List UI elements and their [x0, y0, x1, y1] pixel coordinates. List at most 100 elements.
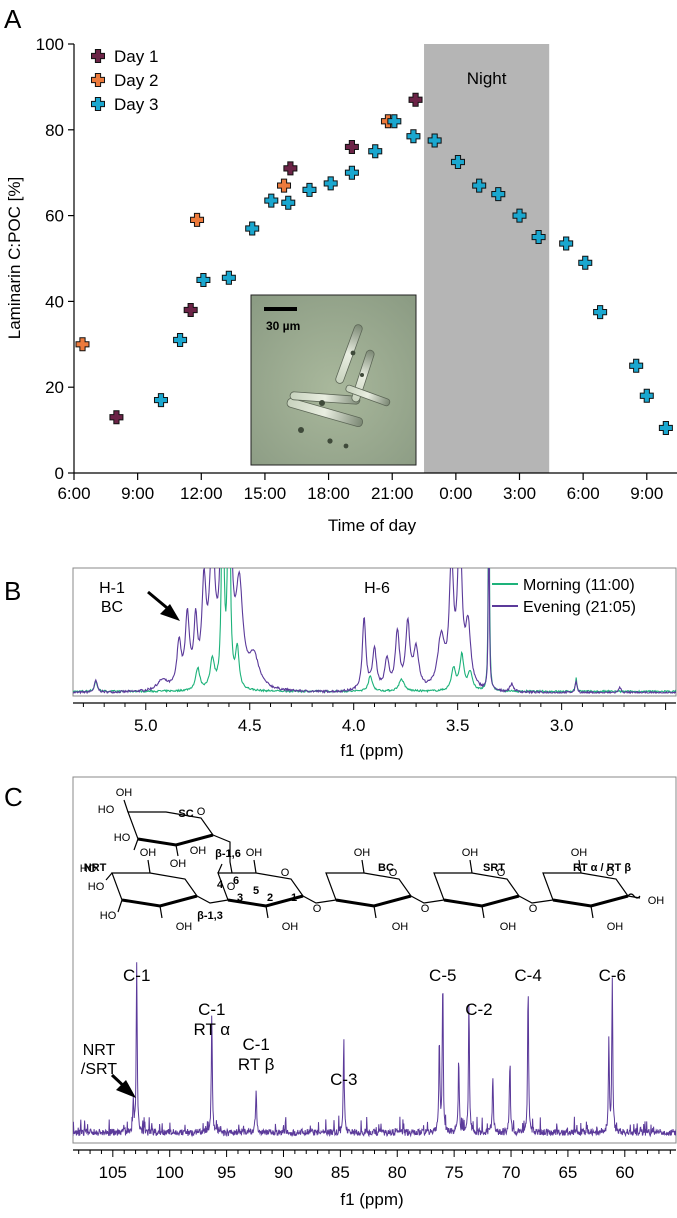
scale-bar: [264, 307, 297, 311]
struct-ho: HO: [88, 881, 105, 893]
struct-label-rt: RT α / RT β: [573, 862, 631, 874]
struct-oh: OH: [500, 921, 517, 933]
c-x-tick-label: 95: [217, 1163, 236, 1182]
struct-ho: HO: [80, 863, 97, 875]
c-x-tick-label: 80: [388, 1163, 407, 1182]
struct-label-bc: BC: [378, 862, 394, 874]
a-y-ticks: 0 20 40 60 80 100: [36, 35, 74, 483]
struct-o: O: [421, 903, 430, 915]
inset-frame: [250, 294, 417, 466]
marker-day-1: [183, 302, 198, 317]
a-x-tick-label: 9:00: [121, 484, 154, 503]
nrt-annotation: NRT: [83, 1042, 116, 1059]
marker-day-3: [387, 114, 402, 129]
struct-label-n3: 3: [237, 892, 243, 904]
struct-oh: OH: [140, 847, 157, 859]
marker-day-3: [639, 388, 654, 403]
struct-label-b16: β-1,6: [215, 848, 241, 860]
struct-o: O: [606, 867, 615, 879]
a-y-tick-label: 20: [45, 378, 64, 397]
a-data-points: [75, 92, 673, 435]
a-y-tick-label: 40: [45, 292, 64, 311]
struct-label-b13: β-1,3: [197, 910, 223, 922]
marker-day-1: [283, 161, 298, 176]
ring-sc-bold: [137, 833, 214, 847]
struct-label-n2: 2: [267, 892, 273, 904]
marker-day-3: [531, 230, 546, 245]
marker-day-3: [427, 133, 442, 148]
peak-label: C-6: [599, 966, 626, 985]
anomeric-wavy: [627, 893, 641, 899]
a-x-tick-label: 6:00: [567, 484, 600, 503]
marker-day-3: [368, 144, 383, 159]
panel-c-label: C: [4, 782, 23, 812]
struct-oh: OH: [190, 845, 207, 857]
legend-marker-3: [91, 97, 105, 111]
marker-day-3: [512, 208, 527, 223]
struct-label-n5: 5: [253, 885, 259, 897]
a-x-tick-label: 15:00: [244, 484, 287, 503]
marker-day-3: [629, 358, 644, 373]
marker-day-2: [75, 337, 90, 352]
link-b13-1: [196, 895, 229, 904]
marker-day-3: [173, 333, 188, 348]
struct-o: O: [281, 867, 290, 879]
marker-day-3: [281, 195, 296, 210]
panel-a-label: A: [4, 4, 22, 34]
marker-day-3: [153, 393, 168, 408]
struct-oh: OH: [392, 921, 409, 933]
b-x-tick-label: 4.5: [238, 716, 262, 735]
struct-oh: OH: [176, 921, 193, 933]
a-x-tick-label: 12:00: [180, 484, 223, 503]
nrt-arrow: [110, 1073, 136, 1098]
c-x-tick-label: 85: [331, 1163, 350, 1182]
night-label: Night: [467, 69, 507, 88]
marker-day-2: [190, 212, 205, 227]
bc-annotation: BC: [101, 599, 123, 616]
legend-marker-1: [91, 49, 105, 63]
b-x-ticks: 5.0 4.5 4.0 3.5 3.0: [82, 703, 667, 735]
struct-oh: OH: [462, 847, 479, 859]
struct-label-sc: SC: [178, 808, 193, 820]
marker-day-3: [658, 420, 673, 435]
struct-ho: HO: [98, 804, 115, 816]
peak-label: C-4: [514, 966, 541, 985]
ring-rt-bold: [552, 894, 629, 908]
a-y-axis-title: Laminarin C:POC [%]: [5, 177, 24, 340]
marker-day-3: [578, 255, 593, 270]
c-x-tick-label: 65: [558, 1163, 577, 1182]
link-2: [302, 895, 337, 904]
inset-micrograph: 30 µm: [250, 294, 417, 466]
a-x-tick-label: 3:00: [503, 484, 536, 503]
a-y-tick-label: 60: [45, 207, 64, 226]
b-plot-frame: [72, 567, 677, 697]
struct-ho: HO: [100, 910, 117, 922]
a-x-axis-title: Time of day: [328, 516, 417, 535]
peak-label: C-2: [465, 1000, 492, 1019]
struct-oh: OH: [648, 895, 665, 907]
peak-label: C-1: [123, 966, 150, 985]
a-y-tick-label: 0: [55, 464, 64, 483]
scale-bar-label: 30 µm: [266, 319, 300, 333]
c-x-ticks: 105 100 95 90 85 80 75 70 65 60: [78, 1150, 671, 1182]
marker-day-3: [406, 129, 421, 144]
a-x-ticks: 6:00 9:00 12:00 15:00 18:00 21:00 0:00 3:00 6:00…: [57, 473, 663, 503]
marker-day-2: [277, 178, 292, 193]
marker-day-1: [408, 92, 423, 107]
marker-day-3: [559, 236, 574, 251]
ring-nrt-bold: [121, 894, 198, 908]
peak-label: C-1: [198, 1000, 225, 1019]
a-y-tick-label: 100: [36, 35, 64, 54]
c-x-tick-label: 105: [99, 1163, 127, 1182]
struct-label-nrt: NRT: [84, 862, 107, 874]
panel-b: B 5.0 4.5 4.0 3.5 3.0 f1 (ppm) H-1 BC H-6 Mo…: [4, 567, 677, 760]
struct-oh: OH: [246, 847, 263, 859]
b-x-tick-label: 3.5: [446, 716, 470, 735]
c-x-tick-label: 100: [156, 1163, 184, 1182]
marker-day-3: [245, 221, 260, 236]
a-x-tick-label: 9:00: [630, 484, 663, 503]
legend-label-2: Day 2: [114, 71, 158, 90]
peak-label: C-5: [429, 966, 456, 985]
marker-day-1: [344, 139, 359, 154]
